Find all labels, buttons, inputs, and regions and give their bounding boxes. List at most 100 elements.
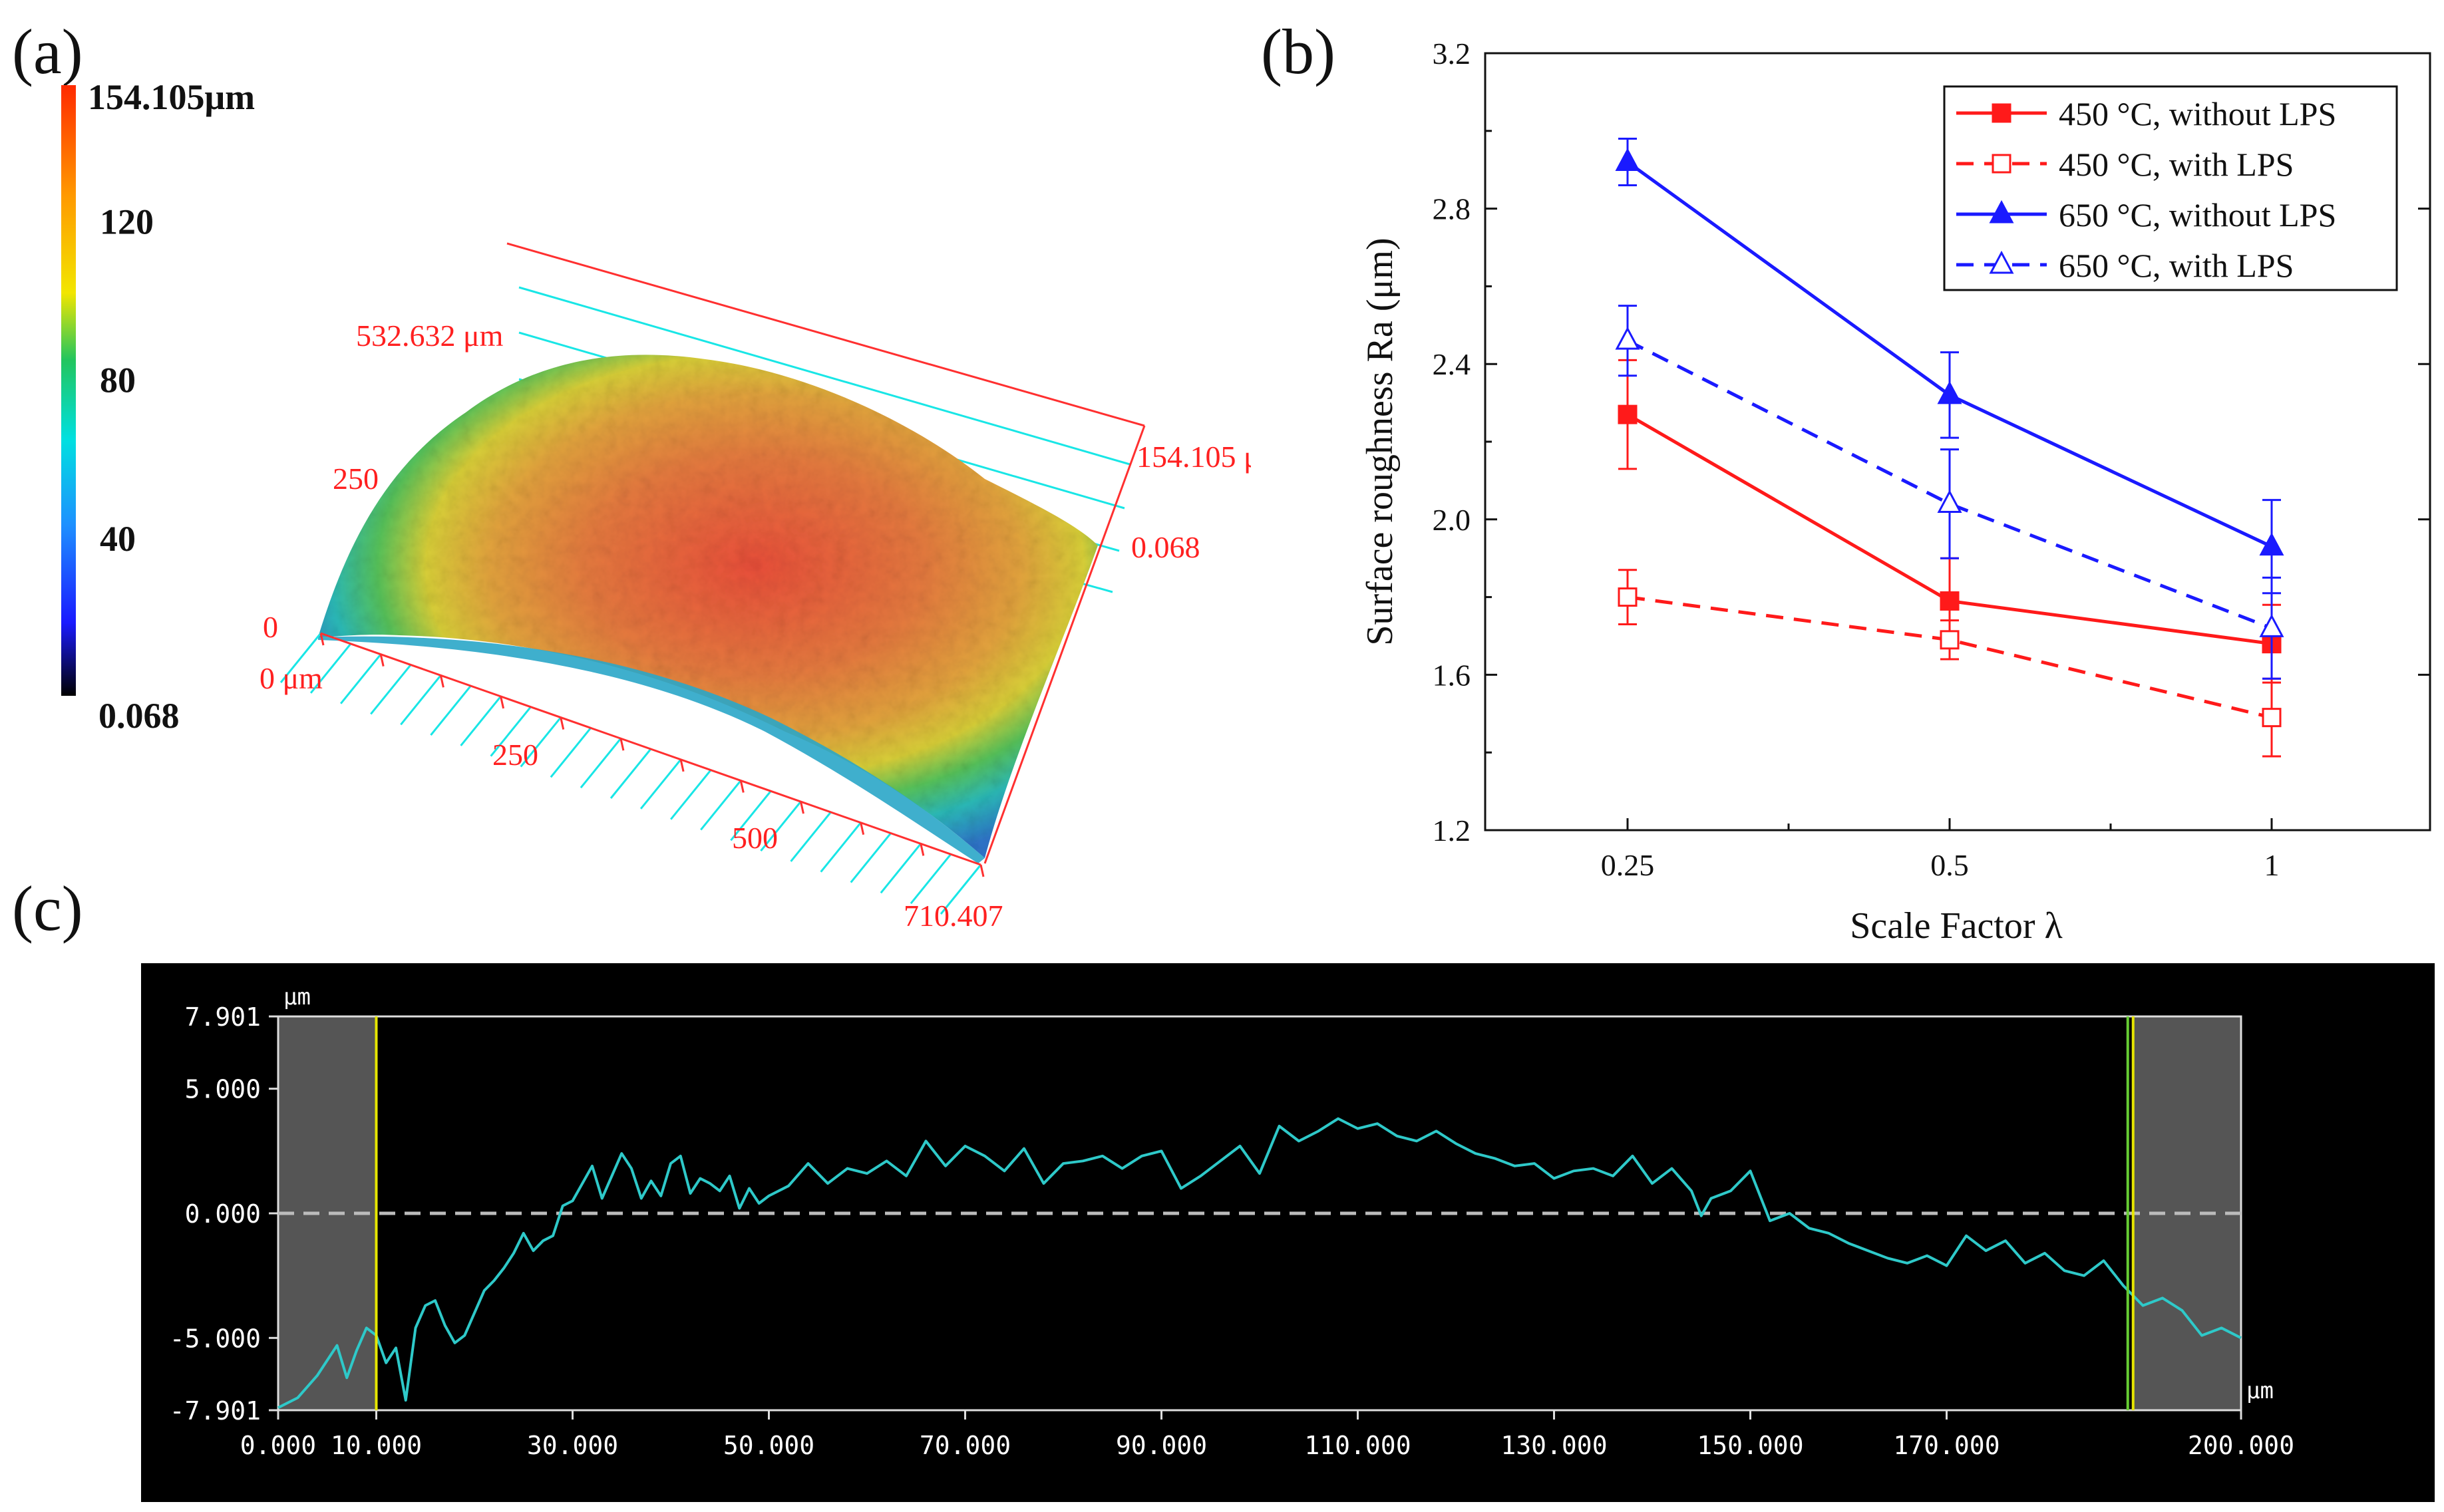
y-zero-label: 0 xyxy=(263,610,278,644)
series-2 xyxy=(1615,137,2284,595)
data-marker xyxy=(1940,630,1960,650)
x-500-label: 500 xyxy=(732,821,778,855)
colorbar-max-label: 154.105μm xyxy=(88,77,255,117)
x-tick-label: 110.000 xyxy=(1304,1431,1411,1460)
y-axis-ticks: 7.901 5.000 0.000 -5.000 -7.901 xyxy=(170,1002,278,1426)
legend-label: 450 °C, without LPS xyxy=(2059,95,2336,132)
panel-b-label: (b) xyxy=(1261,16,1335,87)
y-tick-label: 5.000 xyxy=(185,1075,261,1104)
front-gridline xyxy=(370,664,412,715)
front-gridline xyxy=(790,811,832,862)
front-gridline xyxy=(490,706,532,757)
y-tick-label: 1.6 xyxy=(1433,658,1471,692)
y-tick-label: 2.0 xyxy=(1433,503,1471,537)
panel-b-chart: 1.2 1.6 2.0 2.4 2.8 3.2 0.25 0.5 1 Scale Factor… xyxy=(1359,37,2431,947)
x-tick-label: 200.000 xyxy=(2188,1431,2294,1460)
colorbar xyxy=(61,85,76,696)
z-top-label: 154.105 μm xyxy=(1136,440,1251,474)
front-gridline xyxy=(550,727,592,778)
legend-box xyxy=(1943,85,2398,291)
y-tick-label: 7.901 xyxy=(185,1002,261,1032)
front-gridlines xyxy=(279,633,982,915)
front-gridline xyxy=(910,853,952,905)
panel-a-surface-plot: 154.105μm 120 80 40 0.068 532.632 μm 250 0… xyxy=(61,77,1251,933)
x-tick-mark xyxy=(920,843,925,856)
x-tick-mark xyxy=(799,801,804,814)
x-tick-mark xyxy=(439,675,444,688)
front-gridline xyxy=(340,653,382,704)
x-tick-mark xyxy=(739,780,745,793)
data-marker xyxy=(1618,587,1638,607)
y-tick-label: -7.901 xyxy=(170,1396,261,1426)
series-3 xyxy=(1615,305,2284,680)
x-axis-ticks: 0.000 10.000 30.000 50.000 70.000 90.000 110.0… xyxy=(240,1410,2294,1460)
front-gridline xyxy=(309,643,352,694)
data-marker xyxy=(1940,591,1960,611)
colorbar-tick-label: 80 xyxy=(100,361,136,400)
panel-c-label: (c) xyxy=(12,873,83,944)
x-tick-mark xyxy=(379,654,385,667)
front-gridline xyxy=(730,790,772,841)
profile-line xyxy=(277,1117,2242,1409)
x-tick-label: 10.000 xyxy=(331,1431,422,1460)
front-gridline xyxy=(760,801,802,852)
x-unit-label: μm xyxy=(2246,1378,2274,1404)
colorbar-tick-label: 120 xyxy=(100,202,154,241)
front-gridline xyxy=(520,716,562,768)
panel-a-label: (a) xyxy=(12,16,83,87)
front-gridline xyxy=(430,685,472,736)
x-tick-label: 0.5 xyxy=(1930,848,1969,882)
y-axis-ticks: 1.2 1.6 2.0 2.4 2.8 3.2 xyxy=(1433,37,2430,847)
data-marker xyxy=(1937,380,1962,404)
x-axis-line xyxy=(320,632,981,866)
x-tick-label: 70.000 xyxy=(920,1431,1011,1460)
front-gridline xyxy=(400,675,442,726)
data-marker xyxy=(1989,200,2014,224)
x-tick-label: 130.000 xyxy=(1500,1431,1607,1460)
data-marker xyxy=(1615,148,1640,172)
data-marker xyxy=(1992,154,2011,174)
y-tick-label: 1.2 xyxy=(1433,814,1471,847)
surface-base-edge xyxy=(318,636,985,863)
y-top-label: 532.632 μm xyxy=(356,319,504,353)
data-marker xyxy=(1992,103,2011,123)
front-gridline xyxy=(700,780,742,831)
series-line xyxy=(1626,339,2272,630)
front-gridline xyxy=(940,864,982,915)
x-zero-label: 0 μm xyxy=(260,661,323,695)
x-tick-mark xyxy=(679,759,685,772)
front-gridline xyxy=(670,769,712,820)
x-tick-mark xyxy=(979,864,985,877)
colorbar-min-label: 0.068 xyxy=(98,696,180,736)
x-tick-label: 0.25 xyxy=(1601,848,1655,882)
y-tick-label: 3.2 xyxy=(1433,37,1471,71)
z-bottom-label: 0.068 xyxy=(1131,530,1200,564)
x-250-label: 250 xyxy=(492,738,538,772)
y-tick-label: 2.8 xyxy=(1433,192,1471,226)
x-tick-label: 1 xyxy=(2264,848,2280,882)
back-frame xyxy=(506,242,1146,864)
x-tick-mark xyxy=(619,738,625,751)
y-unit-label: μm xyxy=(283,984,311,1010)
cursor-lines xyxy=(375,1016,2135,1410)
x-tick-mark xyxy=(500,696,505,709)
surface-mound xyxy=(318,355,1098,858)
x-tick-mark xyxy=(319,633,325,646)
profile-trace xyxy=(277,1117,2242,1409)
y-tick-label: 2.4 xyxy=(1433,347,1471,381)
front-gridline xyxy=(580,738,622,789)
front-gridline xyxy=(279,633,322,683)
x-tick-label: 30.000 xyxy=(527,1431,618,1460)
front-gridline xyxy=(850,832,892,883)
y-tick-label: 0.000 xyxy=(185,1199,261,1229)
x-tick-label: 0.000 xyxy=(240,1431,316,1460)
y-axis-label: Surface roughness Ra (μm) xyxy=(1359,237,1401,645)
colorbar-ticks: 120 80 40 xyxy=(100,202,154,559)
legend: 450 °C, without LPS 450 °C, with LPS 650 °… xyxy=(1956,95,2336,284)
x-tick-label: 50.000 xyxy=(723,1431,814,1460)
legend-label: 650 °C, without LPS xyxy=(2059,196,2336,233)
profile-background xyxy=(141,963,2435,1502)
x-tick-mark xyxy=(560,717,565,730)
series-group xyxy=(1615,137,2284,758)
